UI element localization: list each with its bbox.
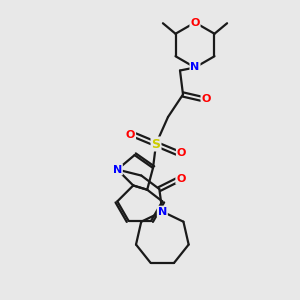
Text: N: N bbox=[113, 165, 122, 175]
Text: O: O bbox=[201, 94, 211, 104]
Text: S: S bbox=[152, 137, 160, 151]
Text: O: O bbox=[177, 148, 186, 158]
Text: O: O bbox=[126, 130, 135, 140]
Text: O: O bbox=[176, 174, 186, 184]
Text: N: N bbox=[158, 207, 167, 217]
Text: O: O bbox=[190, 17, 200, 28]
Text: N: N bbox=[190, 62, 200, 73]
